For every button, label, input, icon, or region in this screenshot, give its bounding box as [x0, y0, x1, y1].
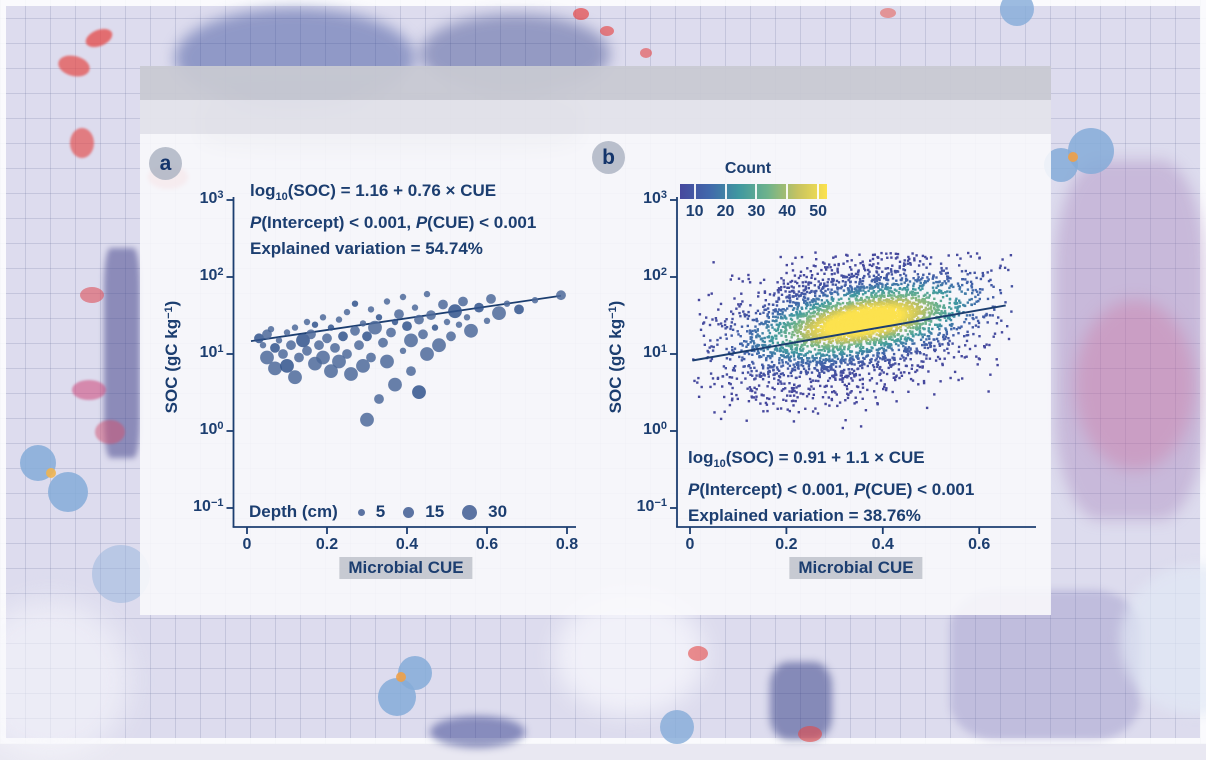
panel-a-stats-block: log10(SOC) = 1.16 + 0.76 × CUE P(Interce…: [250, 178, 536, 262]
depth-dot-small: [357, 508, 365, 516]
colorbar-tick: [693, 184, 696, 199]
count-colorbar: [680, 184, 827, 199]
x-tick-label: 0.6: [475, 536, 499, 553]
charts-canvas: [226, 197, 1036, 534]
card-second-band: [140, 100, 1051, 134]
panel-a-pvalues: P(Intercept) < 0.001, P(CUE) < 0.001: [250, 213, 537, 232]
panel-b-x-axis-title: Microbial CUE: [789, 557, 923, 579]
panel-b-label: b: [592, 141, 625, 174]
colorbar-tick: [817, 184, 820, 199]
depth-dot-medium: [403, 506, 415, 518]
colorbar-tick: [786, 184, 789, 199]
colorbar-tick-label: 10: [685, 203, 704, 220]
x-tick-label: 0: [242, 536, 252, 553]
y-tick-label: 100: [643, 420, 667, 438]
y-tick-label: 103: [643, 189, 667, 207]
y-tick-label: 101: [643, 343, 667, 361]
x-tick-label: 0.4: [871, 536, 894, 553]
y-tick-label: 101: [199, 343, 224, 361]
panel-a-explained-variation: Explained variation = 54.74%: [250, 239, 483, 258]
x-tick-label: 0.4: [395, 536, 419, 553]
colorbar-title: Count: [724, 160, 772, 177]
colorbar-tick-label: 40: [778, 203, 797, 220]
depth-legend: Depth (cm) 5 15 30: [249, 502, 507, 522]
colorbar-tick-label: 30: [747, 203, 766, 220]
panel-b-stats-block: log10(SOC) = 0.91 + 1.1 × CUE P(Intercep…: [688, 445, 974, 529]
x-tick-label: 0: [685, 536, 695, 553]
colorbar-tick: [755, 184, 758, 199]
colorbar-tick: [724, 184, 727, 199]
depth-legend-title: Depth (cm): [249, 502, 338, 521]
y-tick-label: 102: [643, 266, 667, 284]
card-top-band: [140, 66, 1051, 100]
panel-a-x-axis-title: Microbial CUE: [339, 557, 473, 579]
x-tick-label: 0.6: [968, 536, 991, 553]
x-tick-label: 0.2: [315, 536, 339, 553]
panel-b-pvalues: P(Intercept) < 0.001, P(CUE) < 0.001: [688, 480, 975, 499]
depth-dot-large: [462, 504, 478, 520]
panel-a-label: a: [149, 147, 182, 180]
colorbar-tick-label: 20: [716, 203, 735, 220]
depth-label-30: 30: [488, 502, 508, 521]
depth-label-5: 5: [375, 502, 386, 521]
y-tick-label: 100: [199, 420, 224, 438]
panel-b-explained-variation: Explained variation = 38.76%: [688, 506, 921, 525]
y-tick-label: 102: [199, 266, 224, 284]
colorbar-tick-label: 50: [809, 203, 828, 220]
x-tick-label: 0.2: [775, 536, 798, 553]
y-tick-label: 10−1: [193, 497, 224, 515]
figure-labels: a b log10(SOC) = 1.16 + 0.76 × CUE P(Int…: [149, 141, 991, 579]
panel-a-equation: log10(SOC) = 1.16 + 0.76 × CUE: [250, 181, 497, 203]
panel-b-equation: log10(SOC) = 0.91 + 1.1 × CUE: [688, 448, 925, 470]
y-tick-label: 10−1: [636, 497, 667, 515]
x-tick-label: 0.8: [555, 536, 579, 553]
y-tick-label: 103: [199, 189, 224, 207]
depth-label-15: 15: [425, 502, 445, 521]
